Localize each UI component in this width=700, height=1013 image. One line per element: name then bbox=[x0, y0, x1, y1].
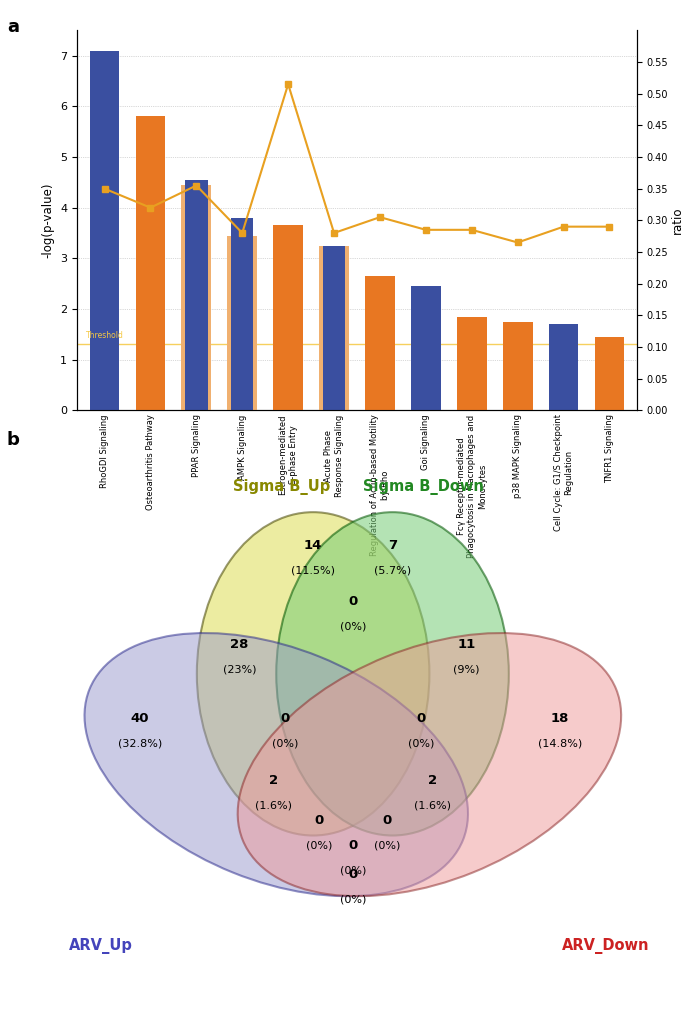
Bar bbox=[323, 245, 345, 410]
Text: ARV_Up: ARV_Up bbox=[69, 938, 132, 954]
Ellipse shape bbox=[276, 513, 509, 836]
Text: 18: 18 bbox=[551, 711, 569, 724]
Text: 7: 7 bbox=[388, 539, 397, 551]
Text: Sigma B_Down: Sigma B_Down bbox=[363, 479, 484, 494]
Text: 2: 2 bbox=[269, 774, 278, 787]
Bar bbox=[231, 218, 253, 410]
Text: ARV_Down: ARV_Down bbox=[561, 938, 649, 954]
Text: (0%): (0%) bbox=[272, 738, 298, 748]
Text: 0: 0 bbox=[314, 813, 323, 827]
Text: 28: 28 bbox=[230, 638, 248, 650]
Ellipse shape bbox=[197, 513, 429, 836]
Bar bbox=[228, 235, 257, 410]
Text: (0%): (0%) bbox=[407, 738, 434, 748]
Text: 0: 0 bbox=[280, 711, 289, 724]
Text: (9%): (9%) bbox=[453, 665, 480, 675]
Bar bbox=[319, 245, 349, 410]
Text: (23%): (23%) bbox=[223, 665, 256, 675]
Text: (0%): (0%) bbox=[306, 840, 332, 850]
Text: (5.7%): (5.7%) bbox=[374, 565, 411, 575]
Bar bbox=[503, 322, 533, 410]
Ellipse shape bbox=[238, 633, 621, 897]
Text: a: a bbox=[7, 18, 19, 36]
Text: 40: 40 bbox=[131, 711, 149, 724]
Text: (0%): (0%) bbox=[374, 840, 400, 850]
Text: (14.8%): (14.8%) bbox=[538, 738, 582, 748]
Text: (1.6%): (1.6%) bbox=[414, 800, 451, 810]
Text: 11: 11 bbox=[457, 638, 475, 650]
Text: 0: 0 bbox=[348, 839, 358, 852]
Y-axis label: ratio: ratio bbox=[671, 207, 684, 234]
Bar bbox=[549, 324, 578, 410]
Text: 0: 0 bbox=[348, 596, 358, 608]
Bar bbox=[411, 286, 441, 410]
Text: 14: 14 bbox=[304, 539, 322, 551]
Text: 2: 2 bbox=[428, 774, 437, 787]
Text: Sigma B_Up: Sigma B_Up bbox=[233, 479, 330, 494]
Text: 0: 0 bbox=[382, 813, 391, 827]
Bar bbox=[186, 180, 207, 410]
Text: (32.8%): (32.8%) bbox=[118, 738, 162, 748]
Bar bbox=[457, 316, 486, 410]
Text: (11.5%): (11.5%) bbox=[291, 565, 335, 575]
Text: 0: 0 bbox=[348, 867, 358, 880]
Text: (0%): (0%) bbox=[340, 894, 366, 904]
Text: (1.6%): (1.6%) bbox=[255, 800, 292, 810]
Text: b: b bbox=[7, 431, 20, 449]
Bar bbox=[594, 336, 624, 410]
Bar bbox=[90, 51, 120, 410]
Bar bbox=[181, 184, 211, 410]
Text: Threshold: Threshold bbox=[86, 331, 124, 340]
Bar bbox=[273, 226, 303, 410]
Bar bbox=[365, 276, 395, 410]
Bar bbox=[136, 116, 165, 410]
Text: (0%): (0%) bbox=[340, 622, 366, 632]
Ellipse shape bbox=[85, 633, 468, 897]
Text: (0%): (0%) bbox=[340, 866, 366, 875]
Y-axis label: -log(p-value): -log(p-value) bbox=[41, 182, 55, 258]
Text: 0: 0 bbox=[416, 711, 426, 724]
